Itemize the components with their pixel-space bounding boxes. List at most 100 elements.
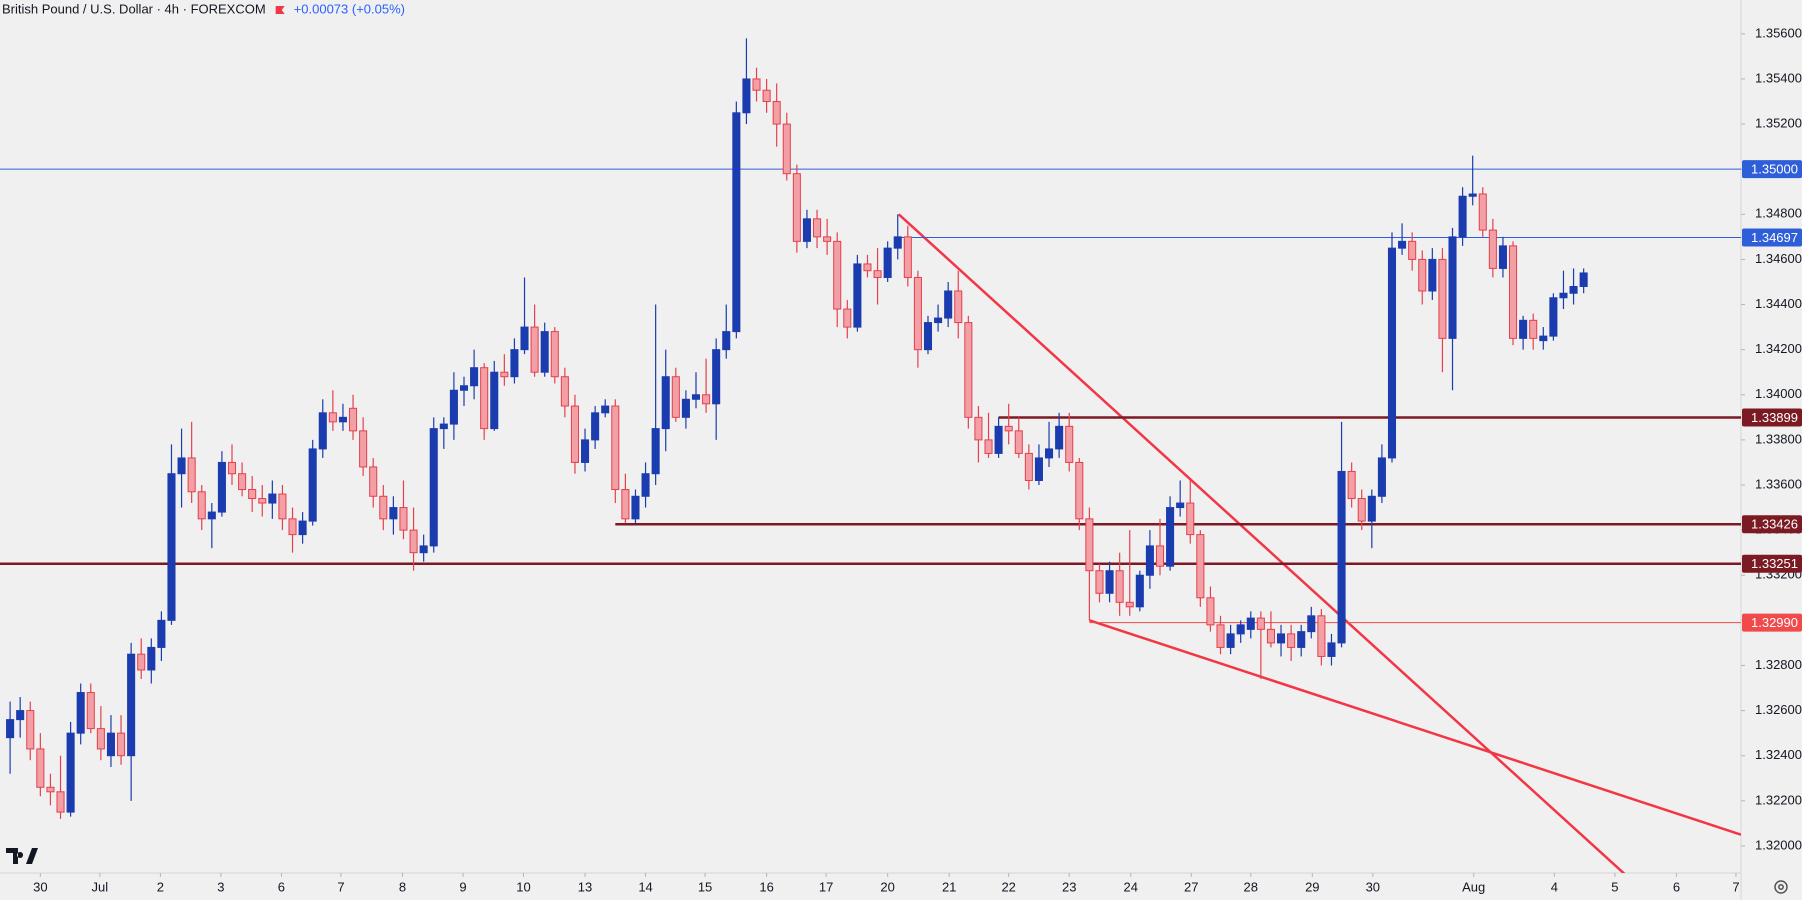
y-tick-label: 1.32000 bbox=[1755, 837, 1802, 852]
candle-body bbox=[1539, 335, 1548, 342]
candle-body bbox=[560, 376, 569, 407]
candle-body bbox=[1367, 495, 1376, 522]
candle-body bbox=[1438, 258, 1447, 339]
candle-body bbox=[359, 430, 368, 468]
x-tick-label: 3 bbox=[217, 879, 224, 894]
candle-body bbox=[681, 398, 690, 418]
candle-body bbox=[1095, 570, 1104, 594]
candle-body bbox=[1045, 448, 1054, 459]
candle-body bbox=[520, 326, 529, 351]
x-tick-label: 10 bbox=[516, 879, 530, 894]
x-tick-label: 14 bbox=[638, 879, 652, 894]
settings-icon[interactable] bbox=[1774, 880, 1788, 894]
level-label-box bbox=[1742, 554, 1802, 573]
x-tick-label: 4 bbox=[1551, 879, 1558, 894]
level-label-box bbox=[1742, 515, 1802, 534]
candle-body bbox=[147, 646, 156, 671]
candle-body bbox=[984, 439, 993, 454]
candle-body bbox=[823, 236, 832, 242]
x-tick-label: 16 bbox=[759, 879, 773, 894]
axes: 1.320001.322001.324001.326001.328001.330… bbox=[33, 25, 1802, 894]
x-tick-label: 6 bbox=[278, 879, 285, 894]
candle-body bbox=[389, 507, 398, 520]
candle-body bbox=[248, 489, 257, 500]
candle-body bbox=[530, 326, 539, 373]
candle-body bbox=[792, 173, 801, 242]
candle-body bbox=[288, 518, 297, 536]
candle-body bbox=[298, 520, 307, 536]
candle-body bbox=[26, 710, 35, 750]
candle-body bbox=[873, 270, 882, 278]
candle-body bbox=[56, 791, 65, 813]
candle-body bbox=[127, 653, 136, 757]
candle-body bbox=[671, 376, 680, 418]
candle-body bbox=[601, 405, 610, 414]
candle-body bbox=[863, 263, 872, 272]
candle-body bbox=[1458, 195, 1467, 238]
candle-body bbox=[702, 394, 711, 405]
level-label-box bbox=[1742, 613, 1802, 632]
candle-body bbox=[117, 732, 126, 757]
candle-body bbox=[1498, 245, 1507, 269]
y-tick-label: 1.34000 bbox=[1755, 386, 1802, 401]
x-tick-label: 28 bbox=[1244, 879, 1258, 894]
candle-body bbox=[1287, 633, 1296, 648]
x-tick-label: 5 bbox=[1611, 879, 1618, 894]
candle-body bbox=[591, 412, 600, 441]
candle-body bbox=[641, 473, 650, 497]
candle-body bbox=[1115, 570, 1124, 603]
level-label: 1.34697 bbox=[1751, 230, 1798, 245]
candle-body bbox=[6, 719, 15, 739]
candle-body bbox=[1307, 615, 1316, 633]
x-tick-label: 6 bbox=[1673, 879, 1680, 894]
candle-body bbox=[934, 317, 943, 324]
candle-body bbox=[258, 498, 267, 504]
candle-body bbox=[1206, 597, 1215, 626]
candle-body bbox=[691, 394, 701, 400]
candle-body bbox=[207, 511, 216, 520]
candle-body bbox=[419, 545, 428, 554]
flag-icon[interactable] bbox=[275, 6, 285, 14]
candle-body bbox=[429, 428, 438, 547]
candle-body bbox=[1145, 545, 1154, 576]
candle-body bbox=[913, 276, 922, 351]
candle-body bbox=[470, 367, 479, 387]
y-tick-label: 1.35600 bbox=[1755, 25, 1802, 40]
candle-body bbox=[1488, 229, 1497, 269]
x-tick-label: 30 bbox=[33, 879, 47, 894]
candle-body bbox=[1266, 628, 1275, 644]
symbol-title: British Pound / U.S. Dollar · 4h · FOREX… bbox=[2, 1, 266, 16]
candle-body bbox=[1277, 633, 1286, 644]
candle-body bbox=[46, 786, 55, 793]
x-tick-label: 30 bbox=[1366, 879, 1380, 894]
candle-body bbox=[712, 349, 721, 405]
candle-body bbox=[1216, 624, 1225, 648]
candle-body bbox=[1468, 193, 1477, 197]
x-tick-label: 15 bbox=[698, 879, 712, 894]
price-change: +0.00073 (+0.05%) bbox=[294, 1, 405, 16]
candle-body bbox=[157, 619, 166, 648]
candle-body bbox=[964, 322, 973, 418]
candle-body bbox=[1327, 642, 1336, 657]
candle-body bbox=[782, 123, 791, 175]
candle-body bbox=[1519, 319, 1528, 339]
trend-line bbox=[897, 213, 1626, 873]
candle-body bbox=[550, 331, 559, 378]
candle-body bbox=[1529, 319, 1538, 339]
x-tick-label: 23 bbox=[1062, 879, 1076, 894]
candle-body bbox=[379, 495, 388, 520]
candle-body bbox=[1408, 240, 1417, 260]
candle-body bbox=[16, 710, 25, 721]
candle-body bbox=[802, 218, 811, 242]
candle-body bbox=[1125, 601, 1134, 608]
candle-body bbox=[611, 405, 620, 491]
candle-body bbox=[631, 495, 640, 520]
candle-body bbox=[1387, 247, 1397, 459]
x-tick-label: 7 bbox=[337, 879, 344, 894]
candle-body bbox=[439, 423, 448, 430]
candle-body bbox=[177, 457, 186, 475]
candle-body bbox=[1055, 425, 1064, 450]
candle-body bbox=[570, 405, 579, 463]
candle-body bbox=[1105, 570, 1114, 594]
level-label: 1.32990 bbox=[1751, 615, 1798, 630]
